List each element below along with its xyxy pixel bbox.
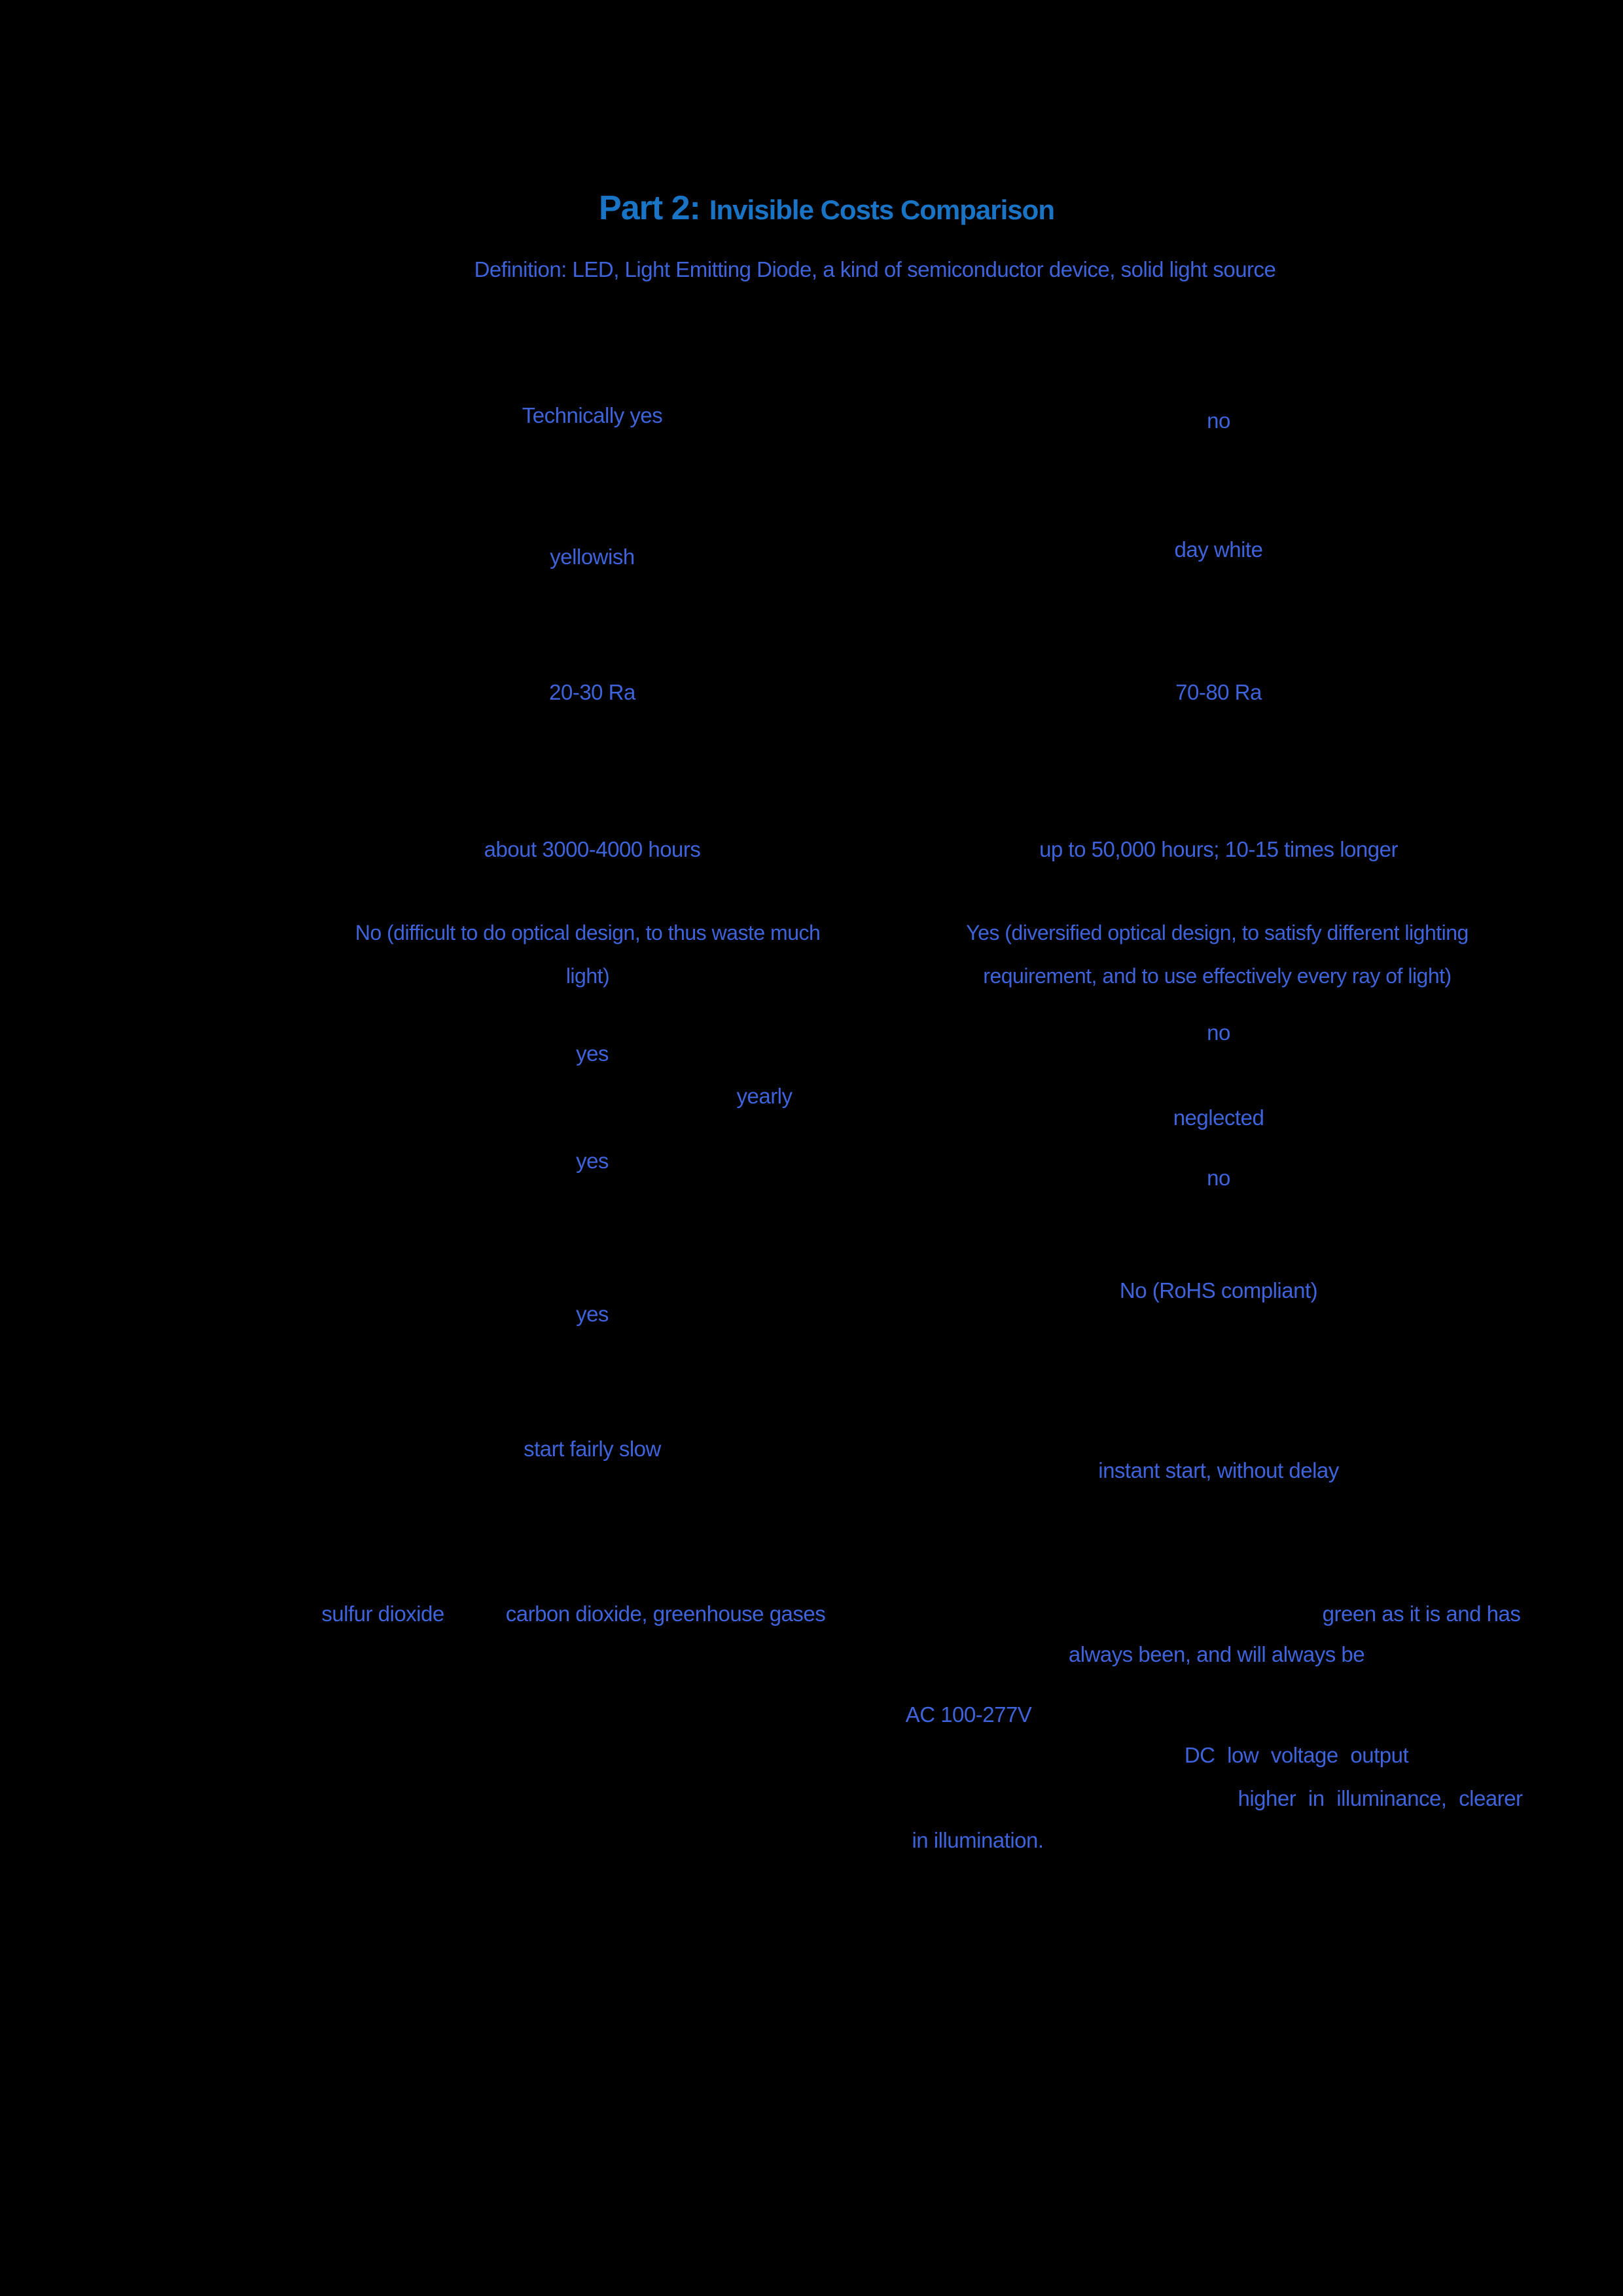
cell-row5-right-line2: requirement, and to use effectively ever…	[983, 964, 1452, 988]
cell-row13-fragment-b: in illumination.	[912, 1828, 1044, 1853]
cell-row6-left: yes	[576, 1041, 609, 1066]
cell-row3-left: 20-30 Ra	[549, 680, 635, 705]
cell-row10-left: start fairly slow	[524, 1437, 661, 1462]
page-title-prefix: Part 2:	[599, 189, 701, 227]
cell-row11-left-fragment-a: sulfur dioxide	[321, 1602, 444, 1626]
cell-row6-right: no	[1207, 1020, 1230, 1045]
cell-row13-fragment-a: higher in illuminance, clearer	[1238, 1786, 1523, 1811]
cell-row9-right: No (RoHS compliant)	[1119, 1278, 1318, 1303]
cell-row12-right: DC low voltage output	[1184, 1743, 1409, 1768]
cell-row1-left: Technically yes	[522, 403, 663, 428]
cell-row8-left: yes	[576, 1149, 609, 1174]
cell-row9-left: yes	[576, 1302, 609, 1327]
cell-row4-right: up to 50,000 hours; 10-15 times longer	[1039, 837, 1398, 862]
cell-row11-right-fragment-b: always been, and will always be	[1068, 1642, 1365, 1667]
cell-row7-right: neglected	[1173, 1105, 1264, 1130]
page-title: Part 2: Invisible Costs Comparison	[599, 188, 1055, 228]
cell-row11-right-fragment-a: green as it is and has	[1322, 1602, 1521, 1626]
cell-row1-right: no	[1207, 408, 1230, 433]
cell-row8-right: no	[1207, 1166, 1230, 1191]
cell-row10-right: instant start, without delay	[1098, 1458, 1339, 1483]
cell-row4-left: about 3000-4000 hours	[484, 837, 701, 862]
cell-row12-left: AC 100-277V	[905, 1702, 1032, 1727]
definition-text: Definition: LED, Light Emitting Diode, a…	[474, 257, 1276, 282]
cell-row5-right-line1: Yes (diversified optical design, to sati…	[966, 921, 1469, 944]
page-title-main: Invisible Costs Comparison	[709, 194, 1055, 225]
cell-row5-left: No (difficult to do optical design, to t…	[287, 911, 889, 997]
cell-row5-right: Yes (diversified optical design, to sati…	[903, 911, 1531, 997]
cell-row2-right: day white	[1174, 537, 1263, 562]
cell-row2-left: yellowish	[550, 545, 635, 569]
cell-row5-left-line2: light)	[565, 964, 610, 988]
cell-row3-right: 70-80 Ra	[1175, 680, 1262, 705]
cell-row11-left-fragment-b: carbon dioxide, greenhouse gases	[505, 1602, 826, 1626]
cell-row7-left: yearly	[736, 1084, 793, 1109]
cell-row5-left-line1: No (difficult to do optical design, to t…	[355, 921, 821, 944]
